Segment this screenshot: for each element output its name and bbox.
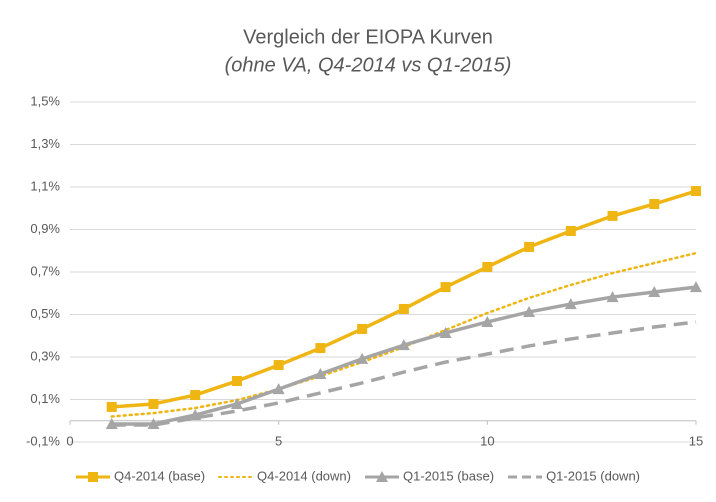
legend-label: Q1-2015 (base) [403,468,494,483]
marker [376,471,388,482]
marker [398,303,409,314]
legend-label: Q4-2014 (base) [114,468,205,483]
marker [481,315,494,327]
marker [524,241,535,252]
y-tick-label: 0,1% [30,391,60,406]
marker [606,291,619,303]
chart-subtitle: (ohne VA, Q4-2014 vs Q1-2015) [225,54,512,76]
marker [189,409,202,421]
marker [314,368,327,379]
marker [440,282,451,293]
y-tick-label: -0,1% [26,433,60,448]
y-tick-label: 1,3% [30,136,60,151]
marker [690,281,702,293]
legend-item: Q1-2015 (base) [365,468,494,483]
legend-item: Q4-2014 (base) [75,468,205,483]
y-tick-label: 1,5% [30,93,60,108]
marker [315,343,326,354]
marker [357,323,368,334]
marker [649,199,660,209]
marker [439,326,452,338]
marker [565,225,576,236]
y-tick-label: 1,1% [30,178,60,193]
legend-item: Q4-2014 (down) [218,468,351,483]
x-tick-label: 15 [689,433,703,448]
marker [397,339,410,351]
legend-label: Q4-2014 (down) [257,468,351,483]
series-line [111,320,697,427]
marker [190,390,201,401]
marker [648,285,661,297]
x-tick-label: 5 [275,433,282,448]
x-tick-label: 10 [480,433,494,448]
chart-title: Vergleich der EIOPA Kurven [243,26,493,48]
marker [691,186,701,197]
marker [607,210,618,221]
y-tick-label: 0,5% [30,306,60,321]
marker [356,352,369,364]
marker [230,397,243,409]
marker [564,298,577,310]
legend: Q4-2014 (base) Q4-2014 (down) Q1-2015 (bas… [75,468,640,483]
marker [272,383,285,395]
marker [106,401,117,412]
marker [273,360,284,371]
marker [482,261,493,272]
marker [523,305,536,317]
legend-label: Q1-2015 (down) [546,468,640,483]
legend-item: Q1-2015 (down) [508,468,640,483]
y-tick-label: 0,3% [30,348,60,363]
y-tick-label: 0,9% [30,221,60,236]
marker [148,398,159,409]
x-tick-label: 0 [66,433,73,448]
marker [87,472,98,482]
y-tick-label: 0,7% [30,263,60,278]
marker [231,376,242,387]
